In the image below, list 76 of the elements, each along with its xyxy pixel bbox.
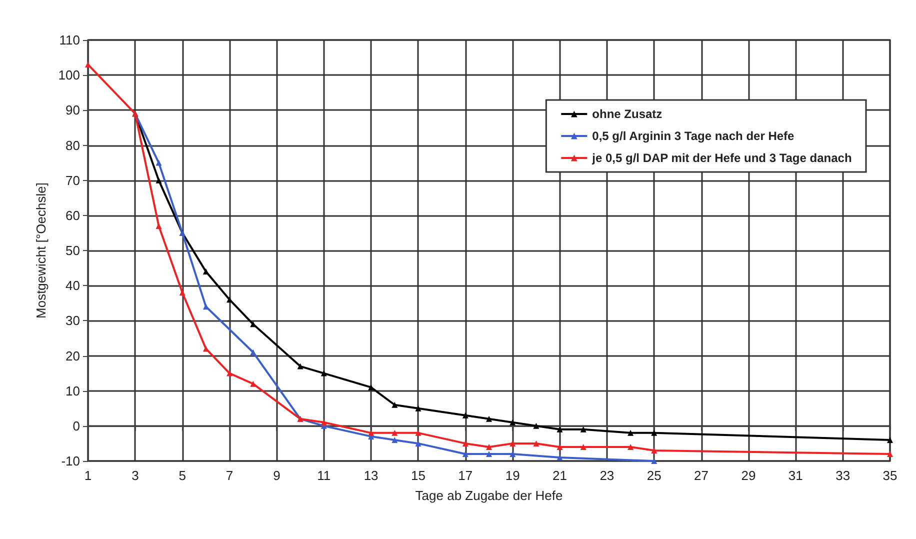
x-tick-label: 35 (882, 468, 898, 483)
x-tick-label: 5 (178, 468, 186, 483)
x-tick-label: 33 (836, 468, 850, 483)
y-tick-label: 40 (66, 278, 80, 294)
point (156, 160, 162, 166)
point (533, 422, 540, 429)
point (179, 290, 186, 296)
point (510, 440, 516, 446)
point (415, 430, 422, 436)
y-tick-label: 110 (59, 32, 80, 48)
legend-label: je 0,5 g/l DAP mit der Hefe und 3 Tage danach (591, 151, 852, 165)
point (392, 402, 398, 408)
point (462, 440, 468, 446)
y-tick-label: 70 (66, 172, 80, 188)
point (462, 450, 468, 457)
y-tick-label: 100 (58, 68, 80, 83)
y-tick-label: -10 (61, 454, 80, 468)
point (392, 430, 398, 436)
x-axis-title: Tage ab Zugabe der Hefe (415, 488, 563, 503)
point (250, 349, 256, 356)
x-tick-label: 27 (694, 468, 709, 483)
point (510, 450, 516, 457)
x-tick-label: 31 (788, 468, 803, 483)
x-tick-label: 25 (646, 468, 662, 483)
x-tick-label: 17 (458, 468, 473, 483)
legend-label: 0,5 g/l Arginin 3 Tage nach der Hefe (592, 129, 795, 143)
point (368, 430, 374, 436)
y-tick-label: 90 (66, 102, 80, 118)
point (651, 458, 658, 464)
point (320, 370, 327, 376)
point (392, 436, 398, 443)
point (226, 370, 233, 376)
x-tick-label: 7 (226, 468, 234, 483)
point (533, 440, 540, 446)
point (486, 416, 492, 422)
point (415, 440, 422, 446)
x-tick-label: 29 (741, 468, 756, 483)
point (486, 450, 492, 457)
x-tick-label: 3 (132, 468, 139, 483)
point (556, 426, 563, 432)
x-tick-label: 9 (273, 468, 280, 483)
x-tick-label: 21 (552, 468, 567, 483)
x-tick-label: 11 (317, 468, 331, 483)
point (651, 447, 658, 454)
point (415, 405, 422, 412)
y-tick-label: 20 (66, 348, 80, 364)
x-tick-label: 15 (411, 468, 426, 483)
y-tick-label: 30 (66, 313, 80, 328)
point (628, 430, 634, 436)
x-tick-label: 23 (600, 468, 614, 483)
x-tick-label: 13 (364, 468, 378, 483)
point (486, 444, 492, 450)
point (202, 268, 209, 275)
point (462, 412, 468, 418)
point (297, 363, 304, 370)
y-axis-title: Mostgewicht [°Oechsle] (33, 182, 48, 318)
point (580, 444, 586, 450)
y-tick-label: 80 (66, 138, 80, 153)
legend-label: ohne Zusatz (592, 107, 662, 121)
point (887, 436, 893, 443)
point (556, 444, 563, 450)
point (887, 450, 893, 457)
point (156, 177, 162, 184)
point (250, 380, 256, 387)
point (628, 444, 634, 450)
x-tick-label: 1 (84, 468, 92, 483)
y-tick-label: 10 (66, 383, 80, 398)
y-tick-label: 60 (66, 208, 80, 223)
point (510, 419, 516, 426)
point (580, 426, 586, 432)
x-tick-label: 19 (505, 468, 520, 483)
y-tick-label: 50 (66, 243, 80, 258)
point (556, 454, 563, 460)
point (651, 430, 658, 436)
y-tick-label: 0 (72, 418, 80, 434)
point (320, 419, 327, 426)
